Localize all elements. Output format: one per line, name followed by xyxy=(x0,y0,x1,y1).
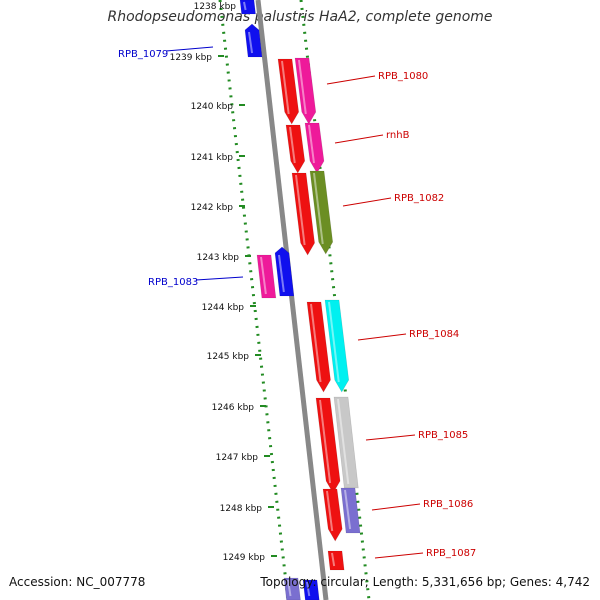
map-title: Rhodopseudomonas palustris HaA2, complet… xyxy=(107,9,493,25)
gene-bottom-a[interactable] xyxy=(283,577,301,600)
gene-label-leader xyxy=(195,276,244,281)
gene-label-rpb-1079[interactable]: RPB_1079 xyxy=(118,46,214,60)
gene-rpb1084-cds-highlight xyxy=(310,303,322,383)
gene-label-text: RPB_1082 xyxy=(394,193,444,204)
gene-label-rpb-1084[interactable]: RPB_1084 xyxy=(357,329,459,341)
gene-label-text: RPB_1083 xyxy=(148,277,198,288)
kbp-tick-label: 1243 kbp xyxy=(197,253,240,263)
gene-rnhb-product-highlight xyxy=(308,124,315,164)
kbp-tick-label: 1244 kbp xyxy=(202,303,245,313)
gene-label-rpb-1080[interactable]: RPB_1080 xyxy=(326,71,428,85)
gene-rpb1087-cds[interactable] xyxy=(327,550,345,571)
kbp-tick: 1241 kbp xyxy=(191,153,245,163)
gene-rpb1086-cds[interactable] xyxy=(322,488,343,542)
gene-rnhb-cds-highlight xyxy=(289,126,296,164)
kbp-tick: 1244 kbp xyxy=(202,303,256,313)
kbp-tick-label: 1245 kbp xyxy=(207,352,250,362)
gene-rpb1085-cds[interactable] xyxy=(315,397,341,494)
kbp-tick: 1249 kbp xyxy=(223,553,277,563)
gene-labels: RPB_1079 RPB_1080 rnhB RPB_1082 RPB_1083 RPB_… xyxy=(118,46,476,559)
gene-rpb1080-product-highlight xyxy=(298,59,307,115)
gene-label-text: RPB_1079 xyxy=(118,49,168,60)
gene-label-rpb-1082[interactable]: RPB_1082 xyxy=(342,193,444,207)
kbp-tick-label: 1239 kbp xyxy=(170,53,213,63)
gene-label-text: RPB_1080 xyxy=(378,71,428,82)
gene-label-rpb-1086[interactable]: RPB_1086 xyxy=(371,499,473,511)
gene-rpb1087-cds-highlight xyxy=(331,552,336,567)
gene-bottom-a-highlight xyxy=(287,579,292,597)
gene-label-leader xyxy=(365,434,416,441)
gene-rpb1082-cds-highlight xyxy=(295,174,306,246)
gene-rpb1078-reverse[interactable] xyxy=(239,0,256,15)
accession-label: Accession: NC_007778 xyxy=(9,575,146,589)
gene-label-leader xyxy=(334,134,384,144)
gene-rpb1083-cds-highlight xyxy=(278,254,285,293)
gene-label-rpb-1087[interactable]: RPB_1087 xyxy=(374,548,476,559)
gene-rpb1082-cds[interactable] xyxy=(291,172,315,256)
gene-label-text: RPB_1084 xyxy=(409,329,459,340)
gene-rpb1083-product-highlight xyxy=(260,256,267,295)
gene-rpb1083-product[interactable] xyxy=(256,254,277,299)
gene-label-leader xyxy=(357,333,407,341)
gene-rpb1080-cds-highlight xyxy=(281,60,290,115)
kbp-tick: 1239 kbp xyxy=(170,53,224,63)
gene-rpb1085-cds-highlight xyxy=(319,399,332,484)
gene-rnhb-product[interactable] xyxy=(304,122,325,174)
gene-label-leader xyxy=(374,552,424,559)
genome-backbone xyxy=(255,0,329,600)
gene-features xyxy=(239,0,361,600)
kbp-tick: 1245 kbp xyxy=(207,352,261,362)
gene-rpb1078-reverse-highlight xyxy=(243,1,247,11)
gene-rpb1082-product[interactable] xyxy=(309,170,334,255)
gene-label-leader xyxy=(165,46,214,52)
gene-rpb1080-cds[interactable] xyxy=(277,58,299,125)
kbp-tick: 1243 kbp xyxy=(197,253,251,263)
gene-rpb1079[interactable] xyxy=(244,23,263,58)
gene-rpb1084-cds[interactable] xyxy=(306,301,331,393)
gene-bottom-b[interactable] xyxy=(302,579,320,600)
kbp-tick-label: 1240 kbp xyxy=(191,102,234,112)
gene-rpb1086-cds-highlight xyxy=(326,490,334,532)
gene-rpb1079-highlight xyxy=(248,31,254,54)
gene-rnhb-cds[interactable] xyxy=(285,124,306,174)
gene-bottom-b-highlight xyxy=(306,581,311,597)
kbp-tick: 1248 kbp xyxy=(220,504,274,514)
gene-rpb1083-cds[interactable] xyxy=(274,246,295,297)
gene-rpb1085-product[interactable] xyxy=(333,396,359,489)
gene-rpb1086-product[interactable] xyxy=(340,487,361,534)
kbp-tick-label: 1246 kbp xyxy=(212,403,255,413)
gene-label-leader xyxy=(371,503,421,511)
gene-label-leader xyxy=(342,197,392,207)
kbp-tick-label: 1247 kbp xyxy=(216,453,259,463)
gene-rpb1080-product[interactable] xyxy=(294,57,317,125)
gene-label-text: RPB_1086 xyxy=(423,499,473,510)
kbp-tick: 1247 kbp xyxy=(216,453,270,463)
kbp-tick-label: 1248 kbp xyxy=(220,504,263,514)
kbp-tick-label: 1242 kbp xyxy=(191,203,234,213)
kbp-tick-label: 1238 kbp xyxy=(194,2,237,12)
gene-rpb1084-product-highlight xyxy=(328,301,340,383)
gene-label-text: RPB_1087 xyxy=(426,548,476,559)
kbp-tick-label: 1241 kbp xyxy=(191,153,234,163)
gene-label-text: rnhB xyxy=(386,130,410,141)
gene-rpb1086-product-highlight xyxy=(344,489,352,530)
genome-summary: Topology: circular; Length: 5,331,656 bp… xyxy=(260,575,590,589)
gene-rpb1084-product[interactable] xyxy=(324,299,350,393)
gene-label-leader xyxy=(326,75,376,85)
gene-label-rnhb[interactable]: rnhB xyxy=(334,130,410,144)
gene-label-text: RPB_1085 xyxy=(418,430,468,441)
gene-rpb1082-product-highlight xyxy=(313,172,324,245)
gene-label-rpb-1085[interactable]: RPB_1085 xyxy=(365,430,468,441)
kbp-tick: 1242 kbp xyxy=(191,203,245,213)
ruler-ticks: 1238 kbp 1239 kbp 1240 kbp 1241 kbp 1242 kbp… xyxy=(170,2,277,563)
kbp-tick-label: 1249 kbp xyxy=(223,553,266,563)
kbp-tick: 1240 kbp xyxy=(191,102,245,112)
gene-label-rpb-1083[interactable]: RPB_1083 xyxy=(148,276,244,288)
gene-rpb1085-product-highlight xyxy=(337,398,350,485)
kbp-tick: 1246 kbp xyxy=(212,403,266,413)
kbp-tick: 1238 kbp xyxy=(194,2,248,12)
